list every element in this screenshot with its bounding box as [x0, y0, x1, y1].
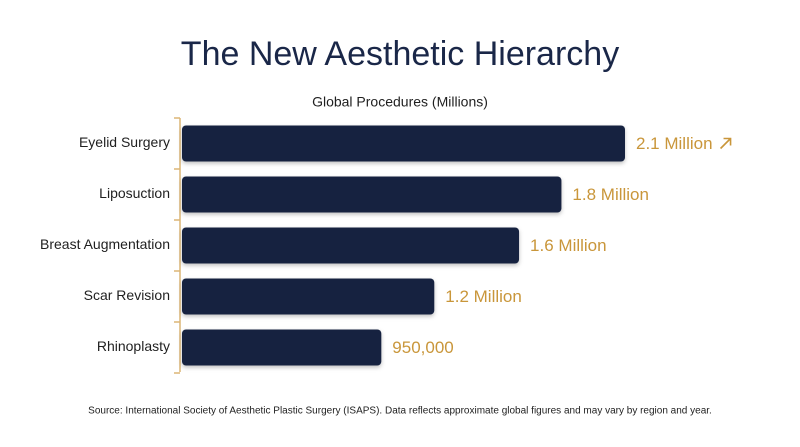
value-label: 1.8 Million	[572, 185, 649, 204]
value-label: 2.1 Million	[636, 134, 713, 153]
bar	[182, 278, 435, 315]
value-label: 1.6 Million	[530, 236, 607, 255]
value-label: 1.2 Million	[445, 287, 522, 306]
bar	[182, 227, 520, 264]
trend-arrow-icon	[719, 137, 732, 150]
bar	[182, 329, 382, 366]
category-label: Liposuction	[99, 185, 170, 201]
category-label: Eyelid Surgery	[79, 134, 170, 150]
value-label: 950,000	[392, 338, 453, 357]
category-label: Breast Augmentation	[40, 236, 170, 252]
source-note: Source: International Society of Aesthet…	[88, 406, 712, 417]
category-label: Scar Revision	[84, 287, 170, 303]
bar	[182, 176, 562, 213]
chart-title: The New Aesthetic Hierarchy	[181, 35, 619, 73]
category-label: Rhinoplasty	[97, 338, 170, 354]
bar	[182, 125, 625, 162]
chart-subtitle: Global Procedures (Millions)	[312, 94, 488, 110]
